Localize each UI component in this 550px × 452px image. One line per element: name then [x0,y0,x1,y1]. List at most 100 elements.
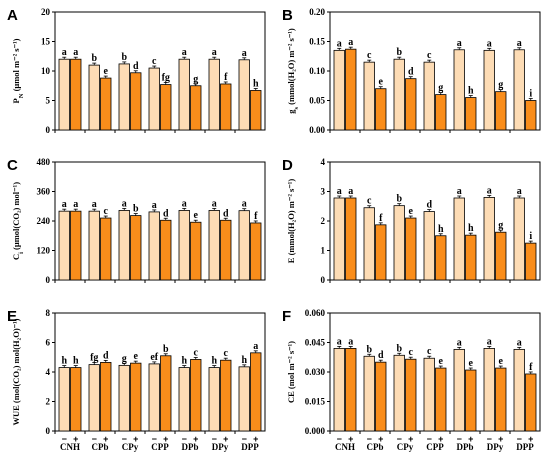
bar-treated-cnh [345,197,357,281]
bar-treated-cpb [100,362,112,432]
significance-letter: a [337,38,342,49]
x-category-label: CPy [122,442,139,452]
y-tick-label: 0.060 [305,308,326,318]
y-axis-label: E (mmol(H₂O) m⁻² s⁻¹) [286,179,296,264]
bar-control-dpb [178,367,190,432]
significance-letter: a [487,336,492,347]
y-tick-label: 360 [37,187,51,197]
significance-letter: g [498,220,503,231]
bar-control-cpp [148,363,160,432]
y-tick-label: 8 [46,308,51,318]
significance-letter: fg [162,73,170,84]
bar-control-dpp [513,49,525,131]
significance-letter: h [73,356,79,367]
y-tick-label: 5 [46,96,51,106]
x-category-label: DPb [181,442,198,452]
significance-letter: g [193,74,198,85]
y-axis-label: CE (mol m⁻² s⁻¹) [286,341,296,403]
significance-letter: f [224,72,228,83]
significance-letter: c [152,56,157,67]
bar-control-cpp [423,357,435,432]
y-tick-label: 4 [321,157,326,167]
panel-label: B [282,7,293,24]
significance-letter: i [529,89,532,100]
bar-treated-cpb [375,88,387,131]
bar-treated-dpy [220,83,232,131]
bar-control-dpp [238,210,250,281]
bar-treated-dpp [250,90,262,131]
x-category-label: CPb [91,442,108,452]
y-axis-label: PN (μmol m⁻² s⁻¹) [11,38,25,103]
bar-treated-cpp [435,367,447,432]
treatment-sign: − [182,434,187,444]
treatment-sign: − [92,434,97,444]
y-axis-label: WUE (mol(CO₂) mol(H₂O)⁻¹) [11,318,21,425]
bar-treated-dpp [250,352,262,432]
y-tick-label: 0.045 [305,338,326,348]
significance-letter: b [396,343,402,354]
bar-treated-cpy [130,72,142,131]
bar-treated-cpy [405,217,417,281]
significance-letter: c [409,347,414,358]
bar-treated-cpy [405,358,417,432]
plot-frame [329,312,541,432]
treatment-sign: + [73,434,78,444]
y-tick-label: 0.015 [305,397,326,407]
significance-letter: c [224,348,229,359]
panel-label: D [282,157,293,174]
y-tick-label: 2 [46,397,51,407]
bar-treated-dpy [495,231,507,281]
treatment-sign: − [212,434,217,444]
treatment-sign: − [427,434,432,444]
treatment-sign: + [103,434,108,444]
y-tick-label: 4 [46,367,51,377]
y-tick-label: 15 [41,37,51,47]
significance-letter: c [427,346,432,357]
bar-control-dpb [453,348,465,432]
treatment-sign: − [152,434,157,444]
bar-control-dpb [453,197,465,281]
y-tick-label: 0 [46,426,51,436]
y-tick-label: 0.030 [305,367,326,377]
treatment-sign: − [337,434,342,444]
bar-treated-dpp [525,373,537,432]
significance-letter: a [348,186,353,197]
significance-letter: e [409,206,414,217]
bar-treated-cnh [345,48,357,131]
x-category-label: CPb [366,442,383,452]
y-tick-label: 0.10 [309,66,325,76]
bar-treated-dpy [495,91,507,131]
significance-letter: a [212,47,217,58]
significance-letter: b [396,47,402,58]
significance-letter: a [517,337,522,348]
significance-letter: g [498,80,503,91]
panel-label: A [7,7,18,24]
significance-letter: h [61,356,67,367]
bar-treated-dpy [220,219,232,281]
bar-control-cnh [333,197,345,281]
significance-letter: c [367,196,372,207]
significance-letter: ef [150,352,158,363]
bar-control-cpb [363,61,375,131]
y-tick-label: 0.00 [309,125,325,135]
significance-letter: i [529,231,532,242]
bar-treated-cpp [160,84,172,131]
bar-control-cnh [333,347,345,432]
significance-letter: c [194,347,199,358]
bar-control-cpy [393,205,405,281]
y-tick-label: 240 [37,216,51,226]
significance-letter: h [241,355,247,366]
bar-control-cnh [58,58,70,131]
bar-control-dpy [208,210,220,281]
significance-letter: a [487,38,492,49]
bar-treated-cpp [160,355,172,432]
y-tick-label: 0.05 [309,96,325,106]
y-tick-label: 0 [46,125,51,135]
significance-letter: h [181,356,187,367]
treatment-sign: − [517,434,522,444]
significance-letter: e [499,356,504,367]
treatment-sign: − [122,434,127,444]
significance-letter: d [103,350,109,361]
significance-letter: a [348,336,353,347]
bar-control-cnh [333,49,345,131]
